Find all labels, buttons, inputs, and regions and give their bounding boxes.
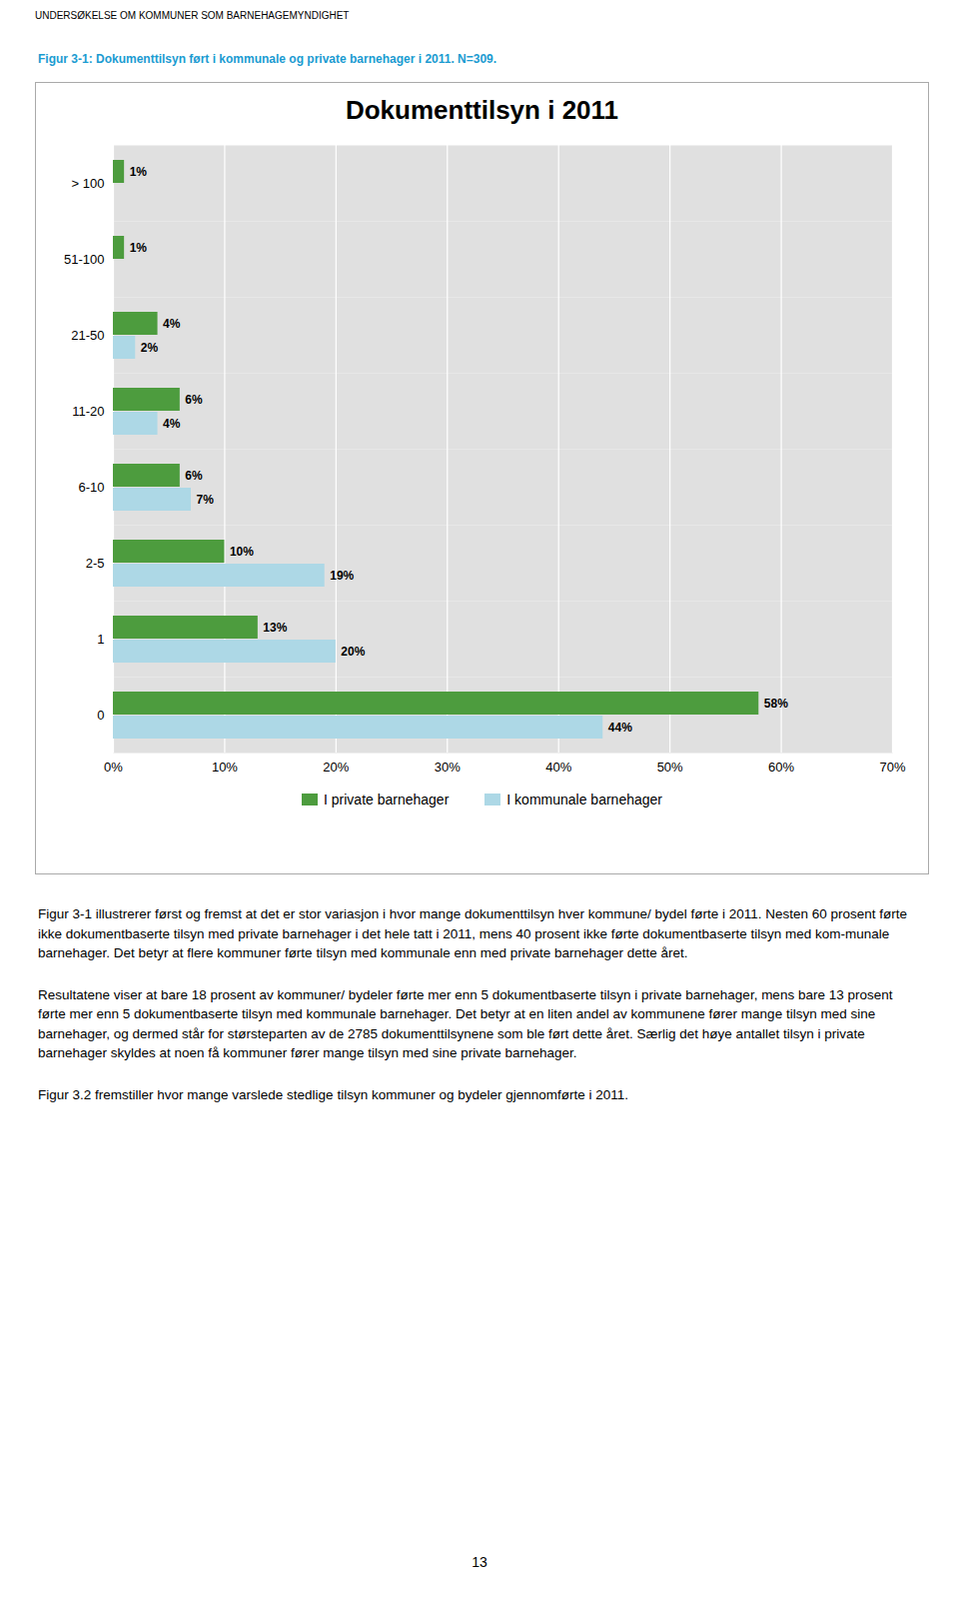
html-text:Dokumenttilsyn i 2011: Dokumenttilsyn i 2011 bbox=[345, 94, 619, 125]
svg-text:21-50: 21-50 bbox=[70, 327, 104, 343]
html-text:Resultatene viser at bare 18 p: Resultatene viser at bare 18 prosent av … bbox=[37, 986, 893, 1061]
svg-text:0: 0 bbox=[96, 707, 104, 723]
svg-text:19%: 19% bbox=[329, 568, 354, 583]
svg-text:60%: 60% bbox=[768, 759, 795, 775]
svg-text:10%: 10% bbox=[210, 759, 237, 775]
svg-text:2-5: 2-5 bbox=[84, 555, 104, 571]
html-text:I kommunale barnehager: I kommunale barnehager bbox=[506, 791, 663, 808]
html-text:UNDERSØKELSE OM KOMMUNER SOM B: UNDERSØKELSE OM KOMMUNER SOM BARNEHAGEMY… bbox=[34, 9, 350, 21]
html-text:Figur 3-1: Dokumenttilsyn ført: Figur 3-1: Dokumenttilsyn ført i kommuna… bbox=[37, 51, 497, 66]
svg-text:11-20: 11-20 bbox=[71, 403, 104, 419]
svg-text:6%: 6% bbox=[184, 392, 203, 407]
svg-text:1%: 1% bbox=[128, 240, 147, 255]
svg-text:7%: 7% bbox=[195, 492, 214, 507]
svg-text:4%: 4% bbox=[162, 316, 181, 331]
html-text:Figur 3-1 illustrerer først og: Figur 3-1 illustrerer først og fremst at… bbox=[37, 906, 908, 961]
svg-text:1: 1 bbox=[96, 631, 104, 647]
html-text:13: 13 bbox=[471, 1553, 488, 1570]
svg-text:> 100: > 100 bbox=[70, 175, 104, 191]
svg-text:2%: 2% bbox=[139, 340, 158, 355]
svg-text:0%: 0% bbox=[103, 759, 123, 775]
svg-text:20%: 20% bbox=[322, 759, 349, 775]
html-text:I private barnehager: I private barnehager bbox=[323, 791, 449, 808]
svg-text:10%: 10% bbox=[228, 544, 253, 559]
svg-text:1%: 1% bbox=[128, 164, 147, 179]
svg-text:4%: 4% bbox=[162, 416, 181, 431]
svg-text:30%: 30% bbox=[433, 759, 460, 775]
html-text:Figur 3.2 fremstiller hvor man: Figur 3.2 fremstiller hvor mange varsled… bbox=[37, 1086, 629, 1102]
svg-text:6-10: 6-10 bbox=[77, 479, 104, 495]
svg-text:13%: 13% bbox=[262, 620, 287, 635]
svg-text:44%: 44% bbox=[607, 720, 632, 735]
svg-text:58%: 58% bbox=[763, 696, 788, 711]
svg-text:20%: 20% bbox=[340, 644, 365, 659]
svg-text:51-100: 51-100 bbox=[63, 251, 104, 267]
svg-text:70%: 70% bbox=[879, 759, 906, 775]
svg-text:6%: 6% bbox=[184, 468, 203, 483]
svg-text:40%: 40% bbox=[545, 759, 572, 775]
svg-text:50%: 50% bbox=[656, 759, 683, 775]
